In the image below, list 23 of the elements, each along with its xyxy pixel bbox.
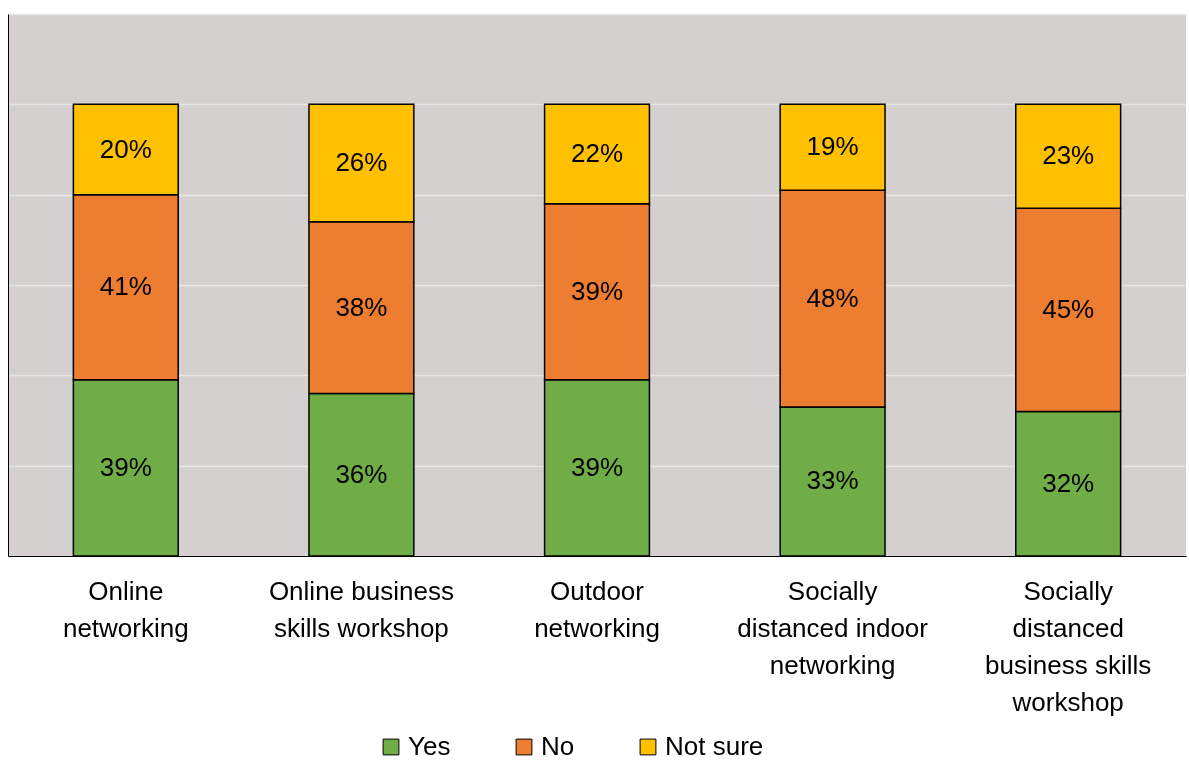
legend-label: No (541, 731, 575, 761)
data-label: 22% (570, 138, 624, 169)
data-label: 39% (99, 451, 152, 482)
data-label: 20% (99, 133, 152, 164)
x-tick-label: Online business skills workshop (268, 575, 454, 643)
data-label: 39% (570, 451, 624, 482)
legend-label: Yes (408, 731, 451, 761)
legend-label: Not sure (665, 731, 764, 761)
data-label: 48% (806, 282, 859, 313)
data-label: 45% (1042, 293, 1095, 324)
x-tick-label: Socially distanced indoor networking (737, 575, 929, 680)
x-tick-label: Online networking (62, 575, 189, 643)
data-label: 19% (806, 131, 859, 162)
data-label: 33% (806, 465, 859, 496)
x-tick-label: Outdoor networking (534, 575, 660, 643)
data-label: 39% (570, 275, 624, 306)
data-label: 41% (99, 271, 152, 302)
data-label: 38% (335, 291, 388, 322)
data-label: 32% (1042, 467, 1095, 498)
x-tick-label: Socially distanced business skills workshop (985, 575, 1152, 717)
data-label: 23% (1042, 140, 1095, 171)
data-label: 26% (335, 147, 388, 178)
data-label: 36% (335, 458, 388, 489)
